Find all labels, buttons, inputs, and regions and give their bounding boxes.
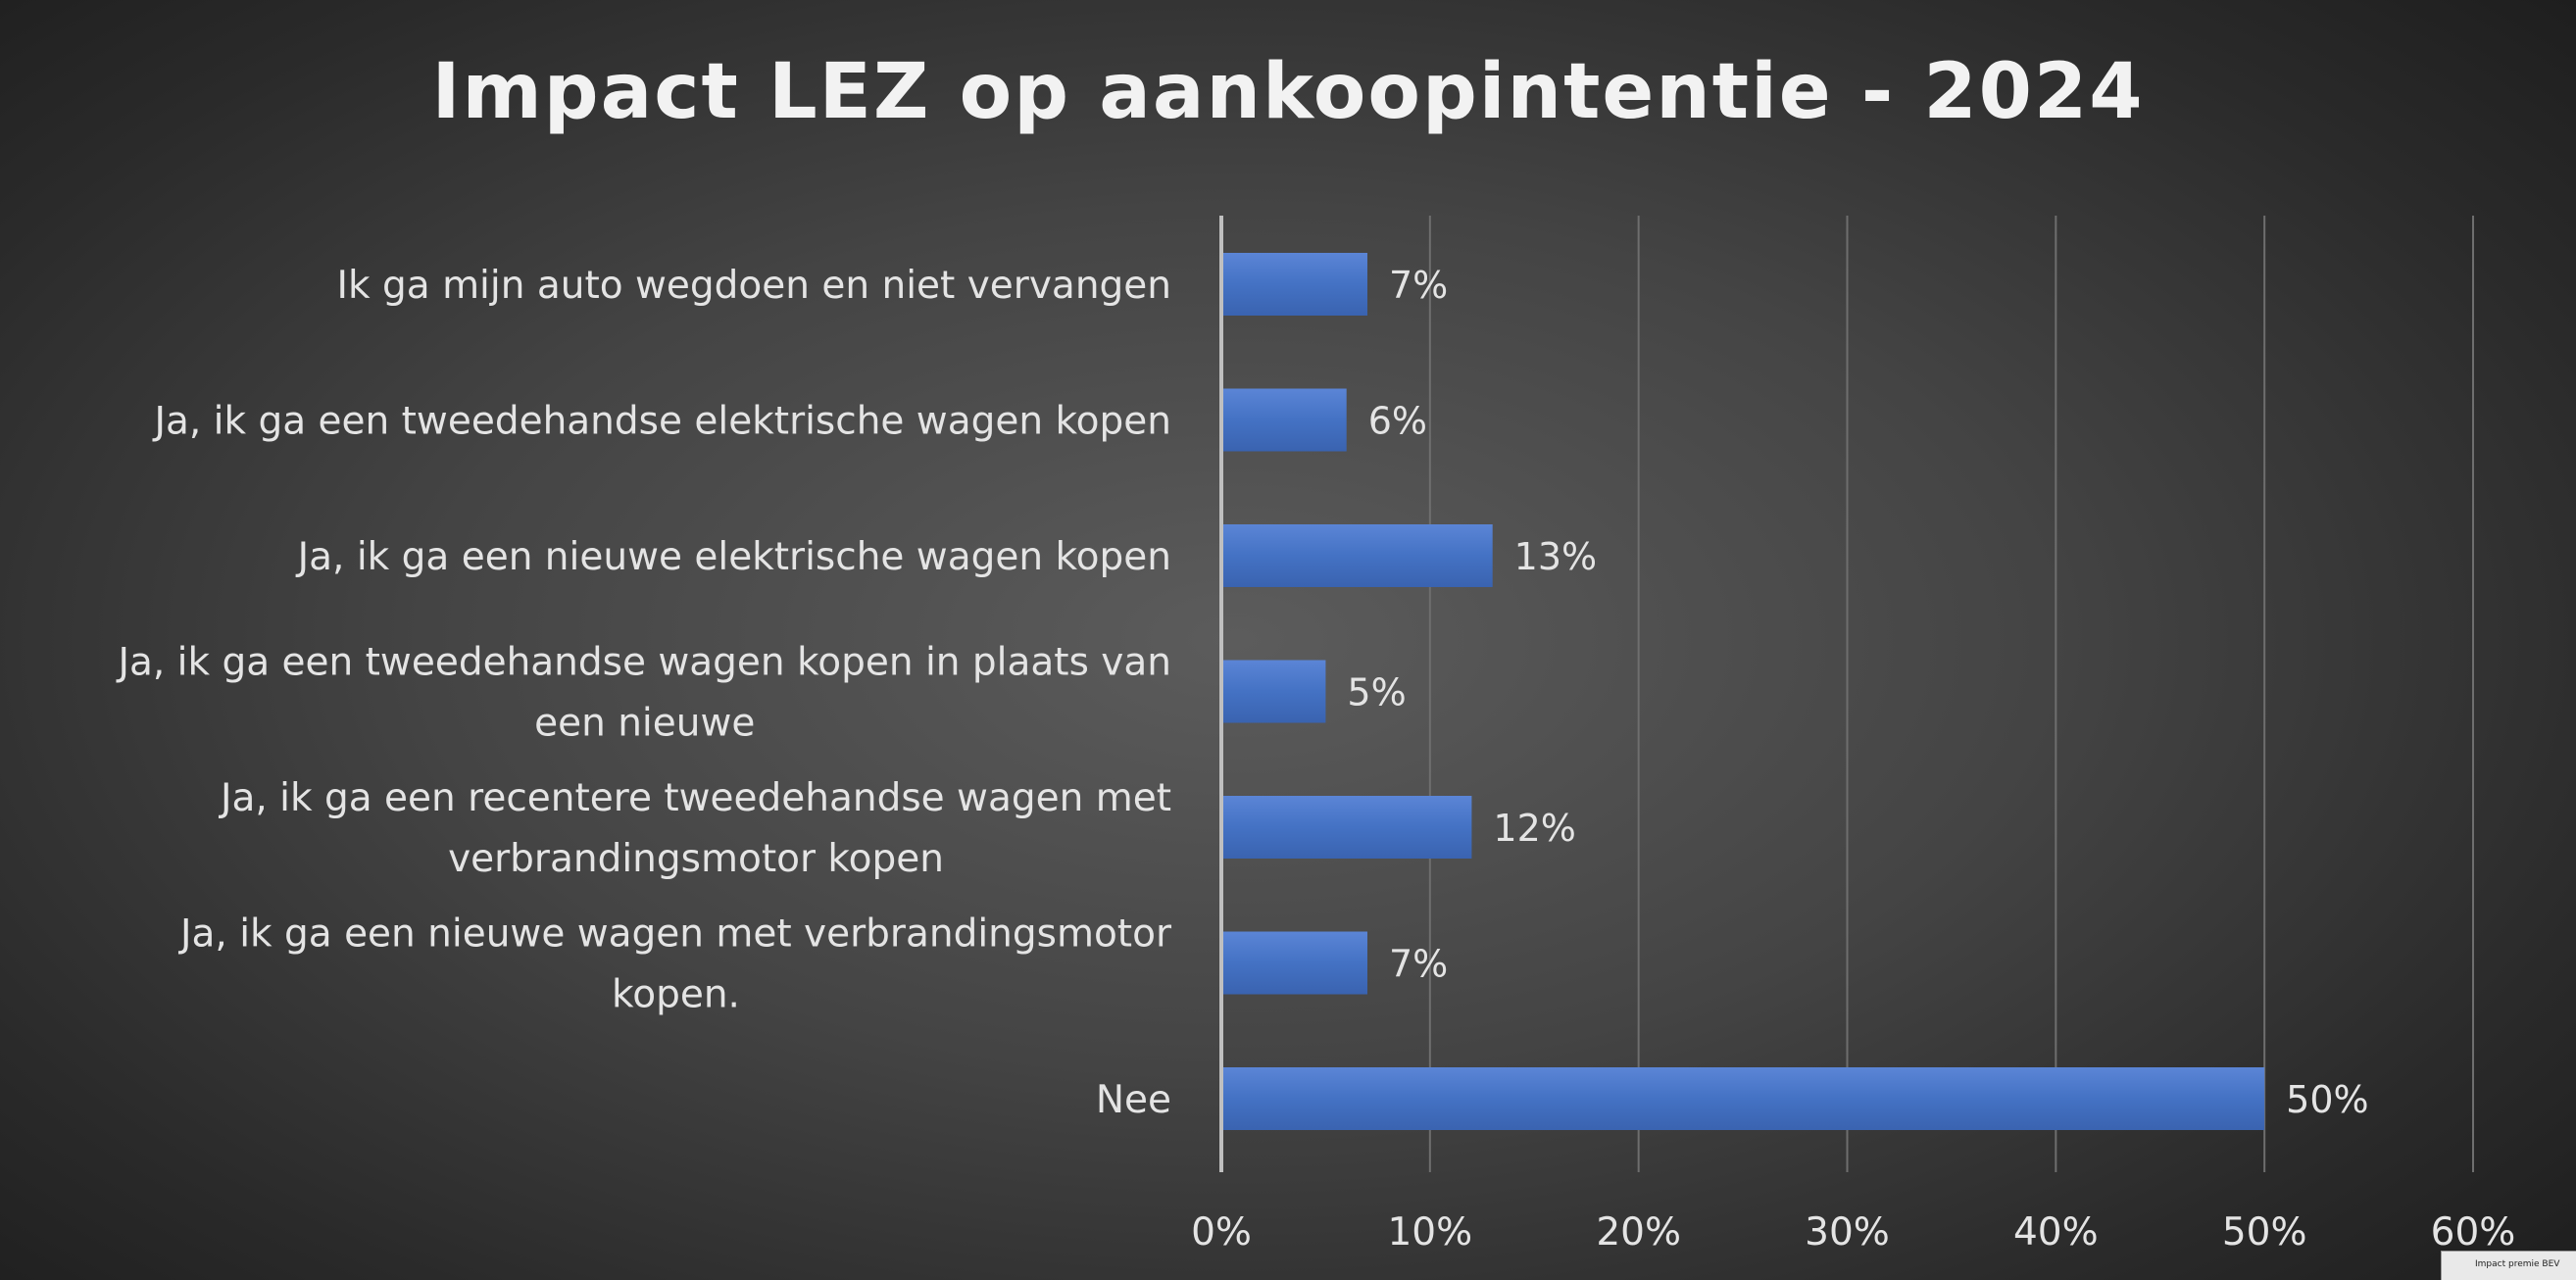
- gridlines: [1428, 216, 2474, 1172]
- data-label: 7%: [1389, 264, 1448, 307]
- data-label: 50%: [2286, 1078, 2368, 1121]
- x-tick-label: 60%: [2431, 1210, 2516, 1255]
- bar: [1221, 931, 1367, 995]
- bar: [1221, 524, 1493, 587]
- x-tick-label: 40%: [2013, 1210, 2099, 1255]
- x-tick-label: 50%: [2222, 1210, 2307, 1255]
- data-label: 6%: [1368, 400, 1427, 443]
- category-labels: Ik ga mijn auto wegdoen en niet vervange…: [115, 264, 1171, 1122]
- data-label: 12%: [1493, 807, 1575, 850]
- value-labels: 7% 6% 13% 5% 12% 7% 50%: [1347, 264, 2368, 1121]
- category-label: Ja, ik ga een recentere tweedehandse wag…: [218, 776, 1171, 881]
- category-label: Nee: [1096, 1078, 1171, 1122]
- data-label: 13%: [1514, 535, 1597, 578]
- x-tick-label: 30%: [1805, 1210, 1890, 1255]
- sheet-tab[interactable]: Impact premie BEV: [2441, 1251, 2576, 1280]
- category-label: Ja, ik ga een tweedehandse wagen kopen i…: [115, 641, 1171, 746]
- category-label: Ja, ik ga een nieuwe elektrische wagen k…: [295, 535, 1171, 579]
- x-tick-label: 10%: [1387, 1210, 1472, 1255]
- bar: [1221, 796, 1472, 859]
- bar: [1221, 253, 1367, 316]
- bars: [1221, 253, 2265, 1130]
- bar: [1221, 660, 1326, 723]
- bar: [1221, 1067, 2265, 1130]
- x-tick-label: 20%: [1596, 1210, 1681, 1255]
- x-axis-tick-labels: 0% 10% 20% 30% 40% 50% 60%: [1191, 1210, 2515, 1255]
- bar: [1221, 388, 1347, 452]
- category-label: Ja, ik ga een nieuwe wagen met verbrandi…: [177, 912, 1172, 1017]
- x-tick-label: 0%: [1191, 1210, 1252, 1255]
- category-label: Ik ga mijn auto wegdoen en niet vervange…: [337, 264, 1171, 308]
- chart-title: Impact LEZ op aankoopintentie - 2024: [432, 48, 2145, 136]
- data-label: 7%: [1389, 943, 1448, 986]
- category-label: Ja, ik ga een tweedehandse elektrische w…: [151, 400, 1171, 444]
- data-label: 5%: [1347, 671, 1406, 714]
